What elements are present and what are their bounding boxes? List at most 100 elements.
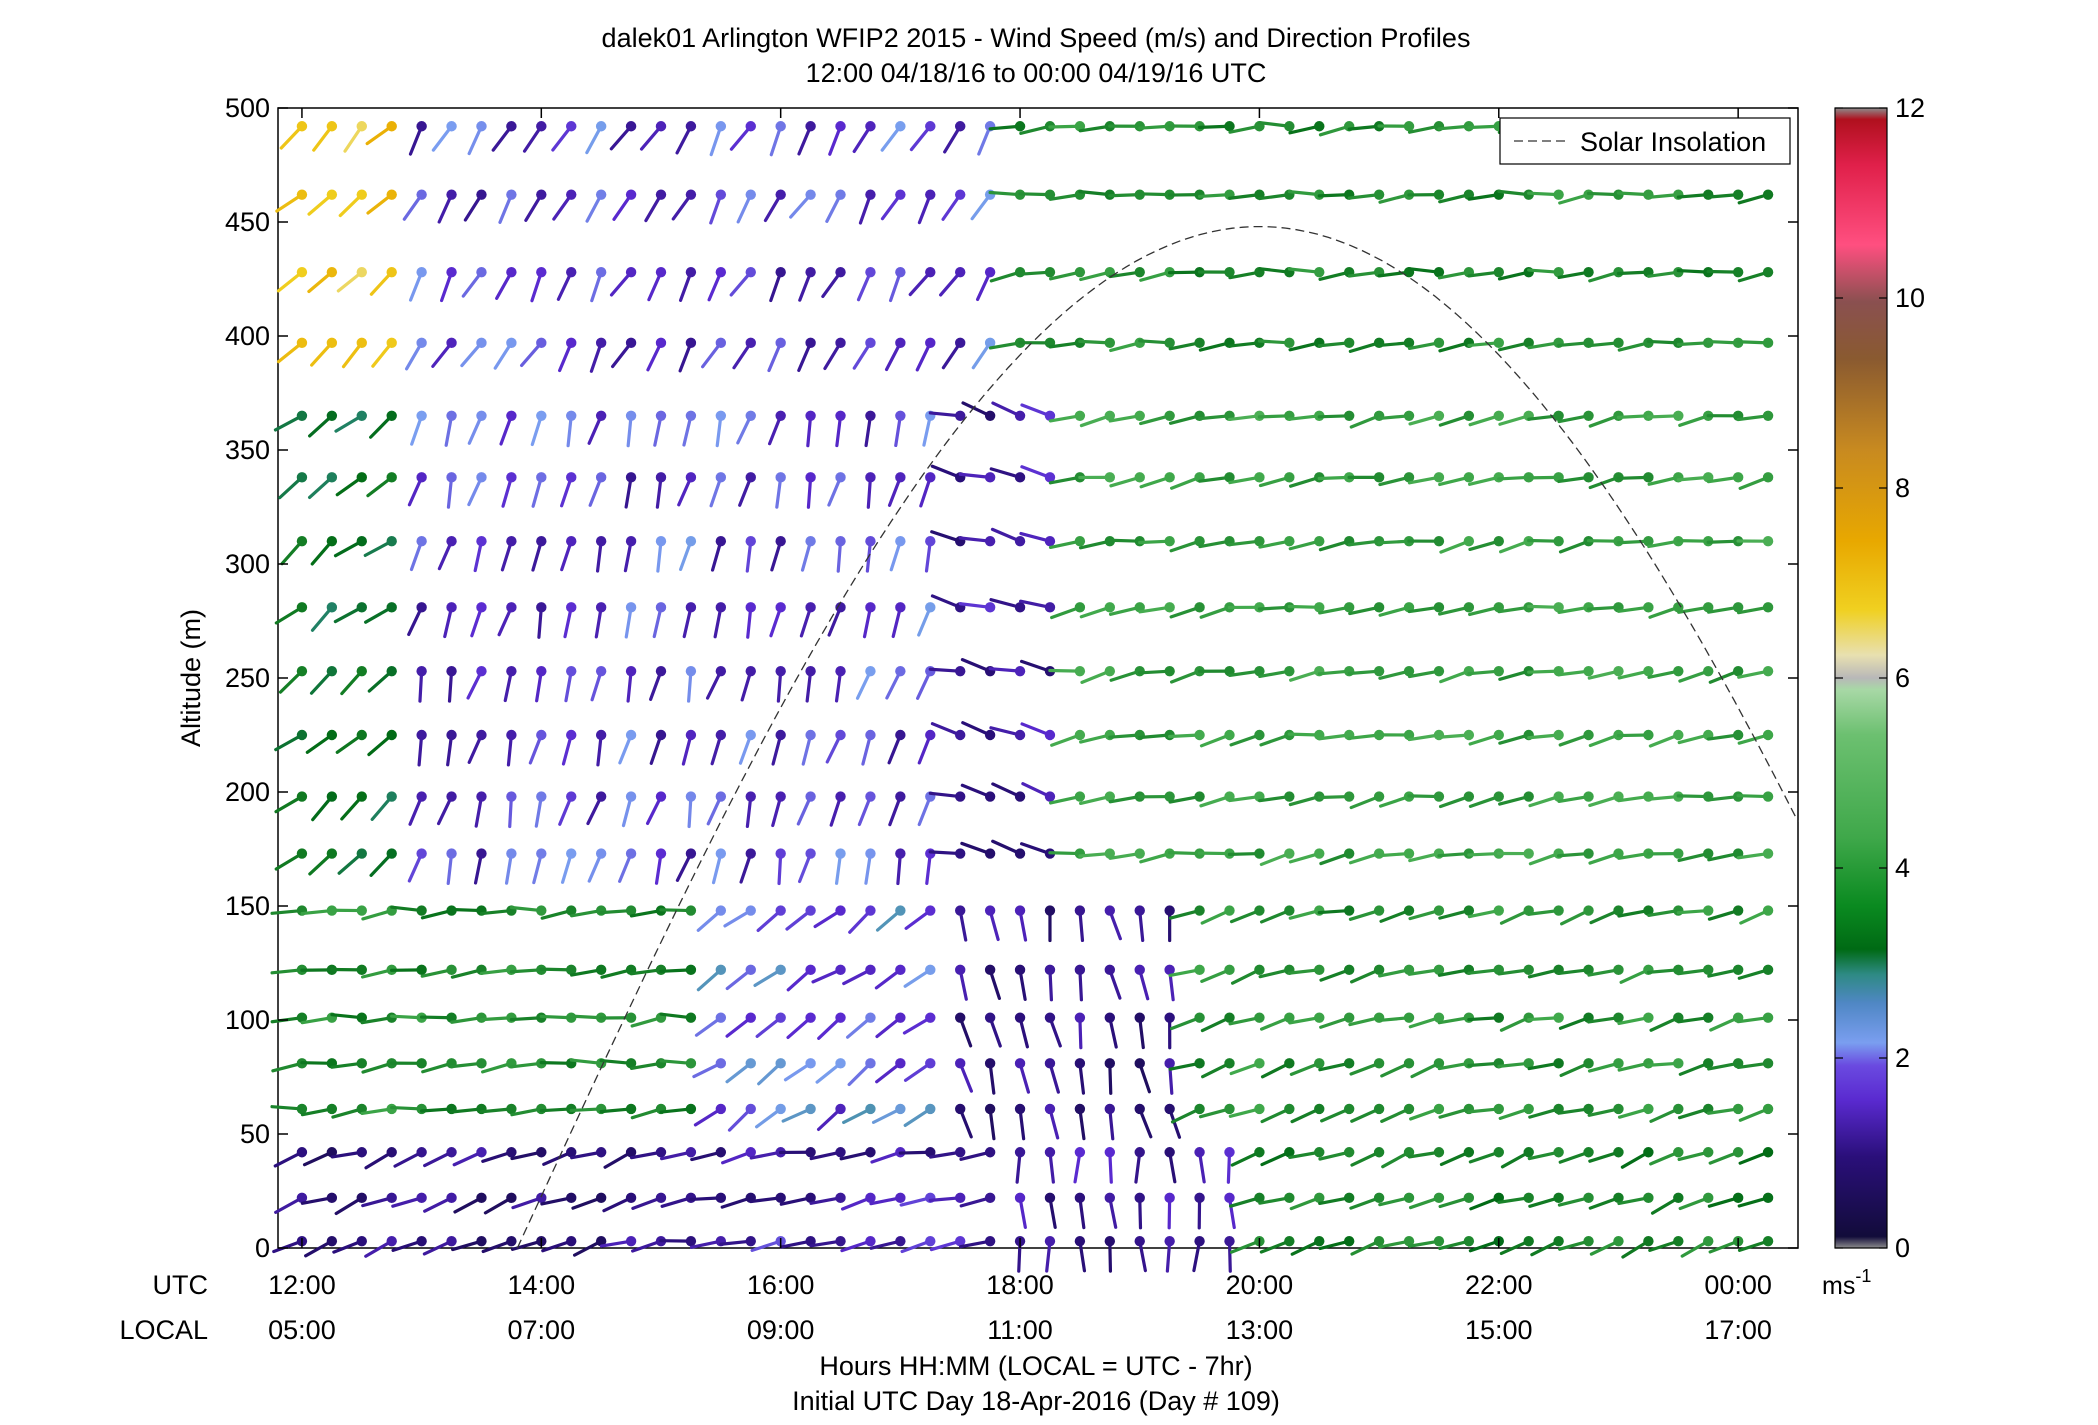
x-tick-label-local: 17:00: [1704, 1315, 1772, 1345]
wind-barb-dot: [984, 536, 996, 547]
wind-barb-dot: [1343, 905, 1355, 916]
wind-barb-dot: [625, 266, 637, 278]
wind-barb-dot: [1403, 1012, 1415, 1023]
wind-barb-dot: [1613, 1103, 1624, 1115]
wind-barb-dot: [865, 602, 876, 613]
y-tick-label: 150: [225, 891, 270, 921]
wind-barb-dot: [1134, 1103, 1145, 1115]
wind-barb-dot: [506, 121, 517, 132]
wind-barb-dot: [775, 665, 786, 677]
wind-barb-dot: [356, 472, 367, 483]
wind-barb-dot: [506, 791, 517, 802]
wind-barb-dot: [1433, 266, 1445, 278]
x-tick-label-local: 13:00: [1226, 1315, 1294, 1345]
wind-barb-dot: [1673, 665, 1684, 677]
wind-barb-dot: [1014, 472, 1026, 483]
wind-barb-dot: [1254, 472, 1265, 483]
wind-barb-dot: [536, 121, 547, 132]
wind-barb-dot: [1583, 1147, 1594, 1158]
wind-barb-dot: [1403, 848, 1415, 859]
wind-barb-dot: [506, 729, 517, 741]
wind-barb-dot: [536, 472, 547, 483]
wind-barb-dot: [1314, 1192, 1325, 1204]
wind-barb-dot: [805, 1012, 816, 1023]
wind-barb-dot: [1044, 729, 1056, 741]
wind-barb-dot: [1583, 1103, 1594, 1115]
wind-barb-dot: [1343, 1235, 1355, 1247]
wind-barb-dot: [805, 337, 816, 349]
wind-barb-dot: [1074, 1103, 1086, 1115]
wind-barb-dot: [685, 964, 697, 976]
wind-barb-dot: [356, 410, 367, 421]
wind-barb-dot: [1762, 729, 1774, 741]
wind-barb-dot: [1463, 410, 1475, 421]
wind-barb-dot: [326, 1147, 338, 1158]
wind-barb-dot: [625, 410, 637, 421]
wind-barb-dot: [476, 1235, 487, 1247]
wind-barb-dot: [356, 964, 367, 976]
wind-barb-dot: [745, 602, 756, 613]
wind-barb-dot: [1074, 964, 1086, 976]
wind-barb-dot: [1044, 1192, 1056, 1204]
wind-barb-dot: [1074, 1147, 1086, 1158]
wind-barb-dot: [536, 791, 547, 802]
wind-barb-dot: [955, 665, 966, 677]
wind-barb-dot: [1044, 189, 1056, 200]
x-tick-label-utc: 14:00: [508, 1270, 576, 1300]
wind-barb-dot: [745, 964, 756, 976]
wind-barb-dot: [1403, 1058, 1415, 1069]
wind-barb-dot: [1254, 964, 1265, 976]
wind-barb-dot: [685, 266, 697, 278]
wind-barb-dot: [1373, 1058, 1385, 1069]
wind-barb-dot: [1433, 1192, 1445, 1204]
wind-barb-dot: [386, 1235, 397, 1247]
wind-barb-dot: [955, 964, 966, 976]
wind-barb-dot: [1553, 1147, 1564, 1158]
wind-barb-dot: [446, 602, 457, 613]
wind-barb-dot: [595, 1147, 607, 1158]
colorbar-tick-label: 4: [1895, 853, 1910, 883]
wind-barb-dot: [1523, 1103, 1534, 1115]
wind-barb-dot: [1343, 1058, 1355, 1069]
wind-barb-dot: [476, 410, 487, 421]
wind-barb-dot: [745, 729, 756, 741]
wind-barb-dot: [1164, 472, 1175, 483]
wind-barb-dot: [476, 848, 487, 859]
wind-barb-dot: [1224, 1058, 1235, 1069]
x-tick-label-local: 09:00: [747, 1315, 815, 1345]
wind-barb-dot: [745, 337, 756, 349]
wind-barb-dot: [1074, 536, 1086, 547]
wind-barb-dot: [865, 1012, 876, 1023]
wind-barb-dot: [1523, 337, 1534, 349]
wind-barb-dot: [1014, 1192, 1026, 1204]
wind-barb-dot: [865, 472, 876, 483]
wind-barb-dot: [655, 472, 667, 483]
wind-barb-dot: [1732, 665, 1744, 677]
wind-barb-dot: [1703, 1012, 1714, 1023]
wind-barb-dot: [775, 337, 786, 349]
wind-barb-dot: [506, 1103, 517, 1115]
wind-barb-dot: [1762, 1058, 1774, 1069]
wind-barb-dot: [416, 1058, 427, 1069]
wind-barb-dot: [895, 791, 906, 802]
wind-barb-dot: [835, 1192, 846, 1204]
wind-barb-dot: [895, 905, 906, 916]
wind-barb-dot: [835, 410, 846, 421]
wind-barb-dot: [685, 410, 697, 421]
wind-barb-dot: [1014, 121, 1026, 132]
wind-barb-dot: [1643, 1103, 1654, 1115]
wind-barb-dot: [835, 337, 846, 349]
wind-barb-dot: [655, 189, 667, 200]
wind-barb-dot: [1014, 266, 1026, 278]
wind-barb-dot: [745, 121, 756, 132]
wind-barb-dot: [1014, 1058, 1026, 1069]
wind-barb-dot: [745, 848, 756, 859]
wind-barb-dot: [536, 1147, 547, 1158]
wind-barb-dot: [895, 337, 906, 349]
wind-barb-dot: [655, 602, 667, 613]
wind-barb-dot: [416, 729, 427, 741]
wind-barb-dot: [685, 1012, 697, 1023]
wind-barb-dot: [1433, 1147, 1445, 1158]
y-tick-label: 450: [225, 207, 270, 237]
wind-barb-dot: [715, 791, 727, 802]
